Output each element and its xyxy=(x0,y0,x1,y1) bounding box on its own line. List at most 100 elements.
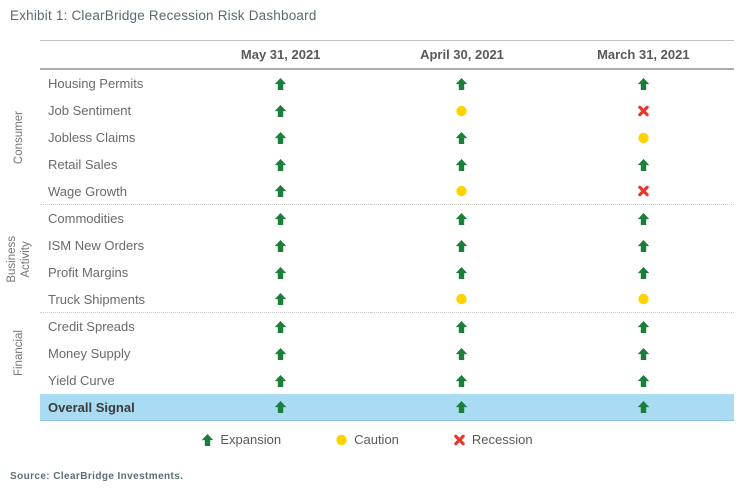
up-arrow-icon xyxy=(455,320,468,334)
up-arrow-icon xyxy=(274,266,287,280)
status-cell-expansion xyxy=(553,205,734,232)
status-cell-recession xyxy=(553,97,734,124)
status-cell-expansion xyxy=(371,70,552,97)
status-cell-expansion xyxy=(553,340,734,367)
status-cell-expansion xyxy=(190,70,371,97)
legend-item-recession: Recession xyxy=(453,432,533,447)
status-cell-expansion xyxy=(371,205,552,232)
status-cell-expansion xyxy=(553,151,734,178)
group-label-financial: Financial xyxy=(0,313,40,394)
status-cell-expansion xyxy=(190,205,371,232)
up-arrow-icon xyxy=(274,184,287,198)
status-cell-expansion xyxy=(371,340,552,367)
status-cell-expansion xyxy=(553,232,734,259)
up-arrow-icon xyxy=(274,104,287,118)
circle-icon xyxy=(455,104,468,118)
group-label-consumer: Consumer xyxy=(0,70,40,205)
row-label: Retail Sales xyxy=(48,157,118,172)
status-cell-expansion xyxy=(190,286,372,313)
up-arrow-icon xyxy=(455,239,468,253)
overall-status-cell-expansion xyxy=(371,394,553,421)
overall-status-cell-expansion xyxy=(552,394,734,421)
up-arrow-icon xyxy=(455,131,468,145)
up-arrow-icon xyxy=(274,400,287,414)
up-arrow-icon xyxy=(637,400,650,414)
status-cell-expansion xyxy=(371,232,552,259)
status-cell-expansion xyxy=(371,259,552,286)
status-cell-expansion xyxy=(190,151,371,178)
status-cell-caution xyxy=(371,97,552,124)
x-icon xyxy=(637,184,650,198)
overall-signal-label: Overall Signal xyxy=(40,394,190,421)
up-arrow-icon xyxy=(637,239,650,253)
column-header: May 31, 2021 xyxy=(190,40,372,70)
dashboard-table: May 31, 2021 April 30, 2021 March 31, 2021… xyxy=(0,40,734,421)
up-arrow-icon xyxy=(274,292,287,306)
table-corner xyxy=(0,40,40,70)
up-arrow-icon xyxy=(455,266,468,280)
up-arrow-icon xyxy=(637,266,650,280)
status-cell-recession xyxy=(552,178,734,205)
row-label: Credit Spreads xyxy=(48,319,135,334)
row-label: Housing Permits xyxy=(48,76,144,91)
status-cell-expansion xyxy=(371,367,552,394)
circle-icon xyxy=(637,131,650,145)
circle-icon xyxy=(455,184,468,198)
up-arrow-icon xyxy=(201,433,214,447)
circle-icon xyxy=(335,433,348,447)
up-arrow-icon xyxy=(455,400,468,414)
legend-label: Recession xyxy=(471,432,533,447)
row-label: Truck Shipments xyxy=(40,286,190,313)
exhibit-title: Exhibit 1: ClearBridge Recession Risk Da… xyxy=(10,8,317,23)
status-cell-caution xyxy=(553,124,734,151)
status-cell-expansion xyxy=(371,313,552,340)
status-cell-expansion xyxy=(190,340,371,367)
up-arrow-icon xyxy=(274,77,287,91)
x-icon xyxy=(637,104,650,118)
status-cell-caution xyxy=(371,178,553,205)
up-arrow-icon xyxy=(637,77,650,91)
status-cell-expansion xyxy=(371,151,552,178)
up-arrow-icon xyxy=(455,347,468,361)
legend: Expansion Caution Recession xyxy=(0,432,734,447)
status-cell-caution xyxy=(371,286,553,313)
up-arrow-icon xyxy=(637,212,650,226)
group-label-text: Business Activity xyxy=(6,235,32,283)
up-arrow-icon xyxy=(274,320,287,334)
status-cell-expansion xyxy=(190,124,371,151)
up-arrow-icon xyxy=(455,374,468,388)
up-arrow-icon xyxy=(274,347,287,361)
row-label: Yield Curve xyxy=(48,373,115,388)
row-label: Commodities xyxy=(48,211,124,226)
group-label-business-activity: Business Activity xyxy=(0,205,40,313)
row-label: Wage Growth xyxy=(40,178,190,205)
group-label-text: Consumer xyxy=(13,110,26,165)
row-label: Job Sentiment xyxy=(48,103,132,118)
row-label: Money Supply xyxy=(48,346,131,361)
legend-label: Expansion xyxy=(220,432,282,447)
status-cell-expansion xyxy=(190,232,371,259)
group-label-text: Financial xyxy=(13,330,26,377)
legend-label: Caution xyxy=(354,432,399,447)
row-label: ISM New Orders xyxy=(48,238,145,253)
legend-item-expansion: Expansion xyxy=(201,432,281,447)
status-cell-expansion xyxy=(190,367,371,394)
row-label: Jobless Claims xyxy=(48,130,136,145)
status-cell-caution xyxy=(552,286,734,313)
table-corner-rule xyxy=(40,40,190,70)
x-icon xyxy=(453,433,466,447)
up-arrow-icon xyxy=(637,347,650,361)
up-arrow-icon xyxy=(637,320,650,334)
up-arrow-icon xyxy=(455,158,468,172)
status-cell-expansion xyxy=(190,178,372,205)
legend-item-caution: Caution xyxy=(335,432,399,447)
up-arrow-icon xyxy=(274,239,287,253)
status-cell-expansion xyxy=(553,259,734,286)
status-cell-expansion xyxy=(190,313,371,340)
status-cell-expansion xyxy=(190,97,371,124)
up-arrow-icon xyxy=(274,158,287,172)
status-cell-expansion xyxy=(553,313,734,340)
source-note: Source: ClearBridge Investments. xyxy=(10,471,184,482)
status-cell-expansion xyxy=(190,259,371,286)
